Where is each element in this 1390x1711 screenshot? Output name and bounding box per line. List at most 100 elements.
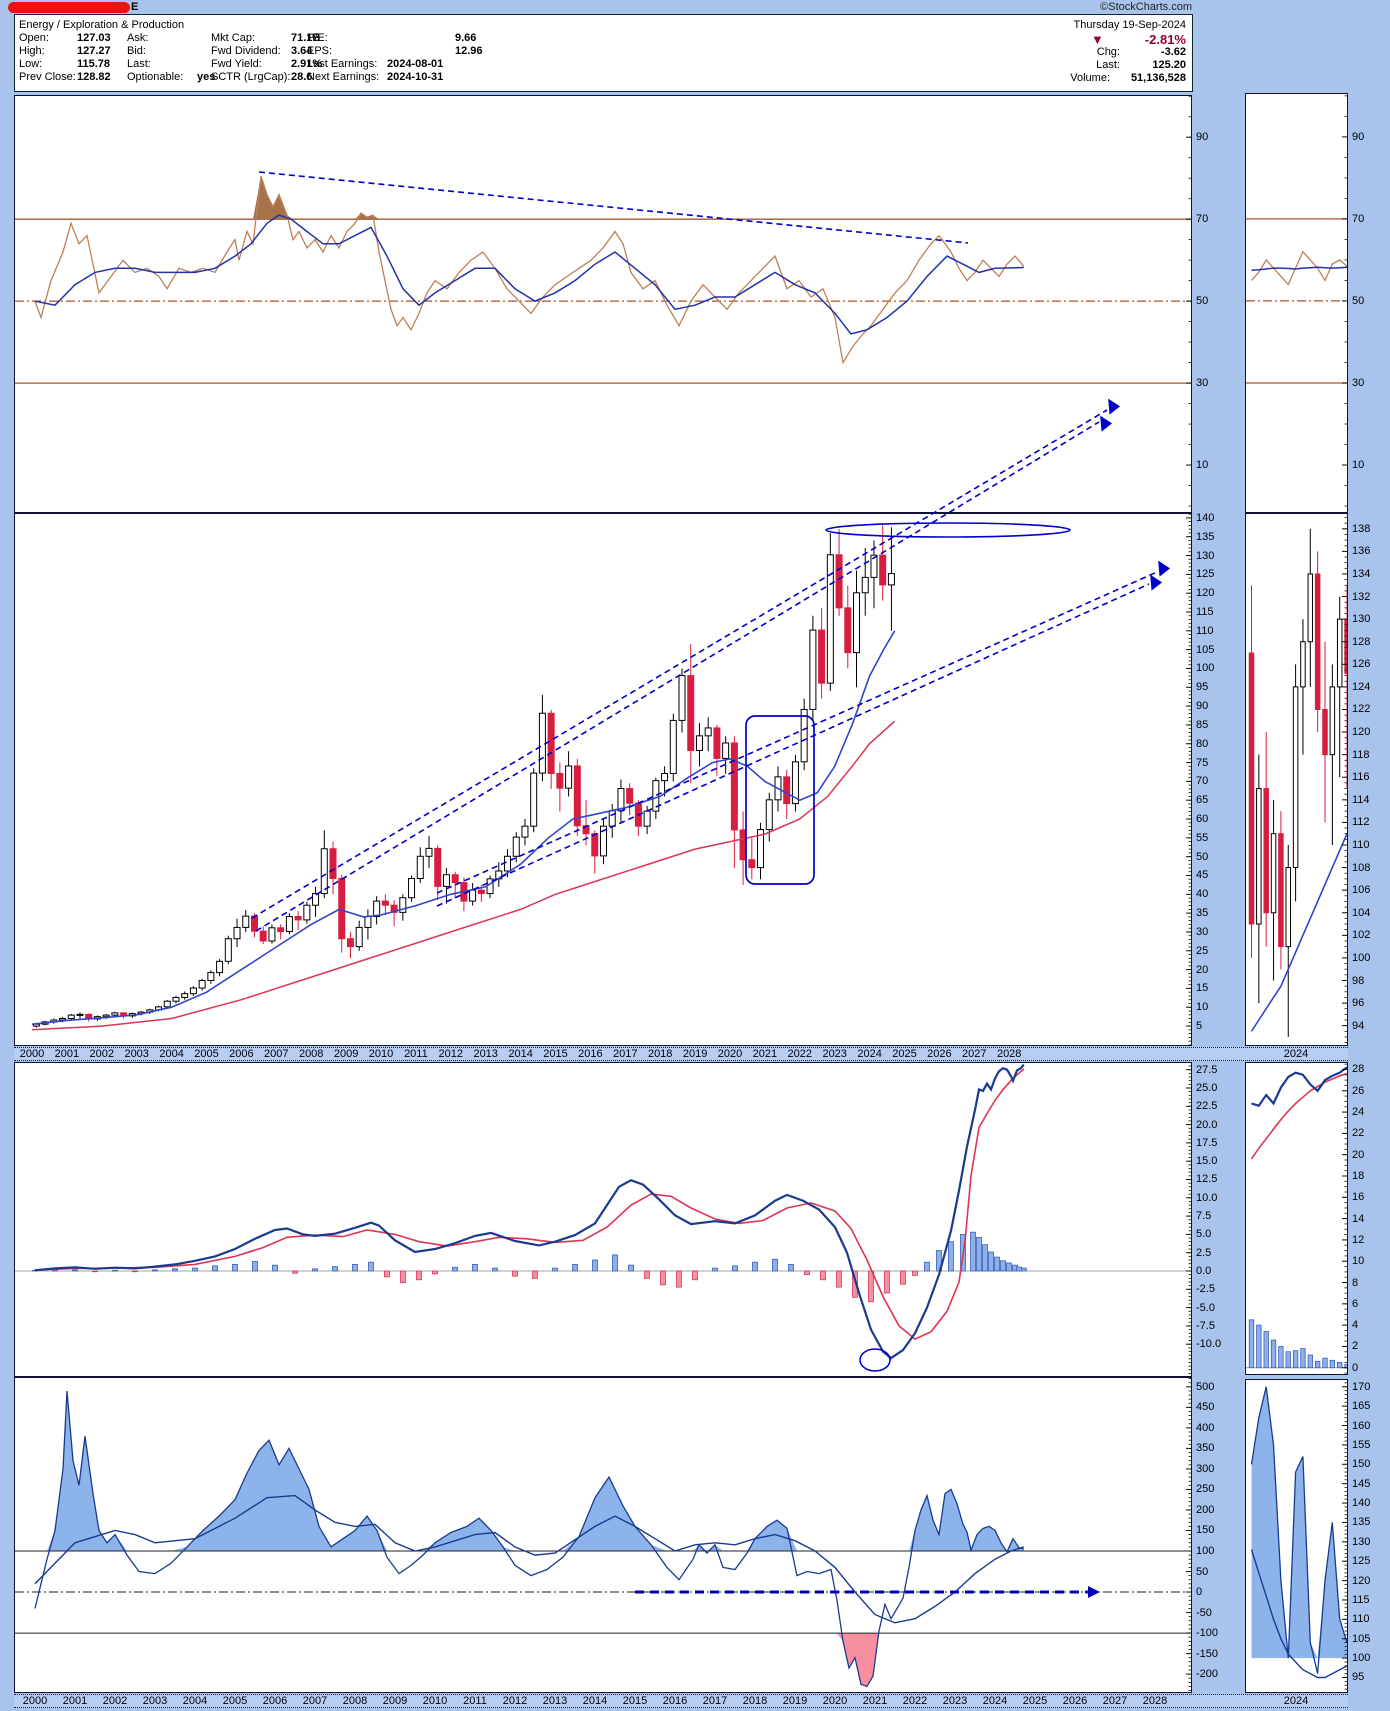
last-value: 125.20	[1152, 59, 1186, 71]
y-axis-tick-label: 70	[1196, 213, 1209, 225]
y-axis-tick-label: 0	[1352, 1362, 1359, 1374]
y-axis-tick-label: 155	[1352, 1439, 1371, 1451]
year-label: 2012	[438, 1048, 464, 1060]
y-axis-tick-label: 165	[1352, 1400, 1371, 1412]
field-label: Next Earnings:	[307, 71, 380, 83]
y-axis-tick-label: 135	[1196, 531, 1215, 543]
y-axis-tick-label: 350	[1196, 1442, 1215, 1454]
y-axis-tick-label: 110	[1352, 1613, 1370, 1625]
y-axis-tick-label: 118	[1352, 749, 1370, 761]
y-axis-tick-label: 30	[1196, 926, 1209, 938]
y-axis-tick-label: 140	[1352, 1497, 1371, 1509]
year-label: 2004	[182, 1695, 208, 1707]
y-axis-tick-label: 105	[1196, 644, 1215, 656]
y-axis-tick-label: 30	[1352, 377, 1365, 389]
year-label: 2024	[857, 1048, 882, 1060]
y-axis-tick-label: 132	[1352, 591, 1371, 603]
y-axis-tick-label: 5	[1196, 1020, 1203, 1032]
year-label: 2012	[502, 1695, 528, 1707]
quote-header: Energy / Exploration & Production Thursd…	[14, 14, 1193, 92]
y-axis-tick-label: 95	[1352, 1671, 1365, 1683]
y-axis-tick-label: 20.0	[1196, 1119, 1218, 1131]
year-label: 2005	[222, 1695, 248, 1707]
y-axis-tick-label: -200	[1196, 1668, 1219, 1680]
y-axis-tick-label: 90	[1196, 131, 1209, 143]
y-axis-tick-label: 114	[1352, 794, 1370, 806]
y-axis-tick-label: 7.5	[1196, 1210, 1212, 1222]
field-value: 127.03	[77, 32, 111, 44]
year-label: 2026	[1062, 1695, 1088, 1707]
year-label: 2019	[682, 1048, 708, 1060]
y-axis-tick-label: 75	[1196, 757, 1209, 769]
year-label: 2011	[404, 1048, 428, 1060]
y-axis-tick-label: 115	[1196, 606, 1214, 618]
year-label: 2023	[822, 1048, 847, 1060]
year-label: 2013	[473, 1048, 498, 1060]
y-axis-tick-label: 45	[1196, 869, 1209, 881]
y-axis-tick-label: 135	[1352, 1516, 1371, 1528]
y-axis-tick-label: 108	[1352, 862, 1371, 874]
y-axis-tick-label: 500	[1196, 1381, 1215, 1393]
year-label: 2027	[1102, 1695, 1128, 1707]
date-axis: 2000 2001 2002 2003 2004 2005 2006 2007 2008 2009…	[14, 1694, 1348, 1708]
y-axis-tick-label: -100	[1196, 1627, 1219, 1639]
year-label: 2008	[342, 1695, 368, 1707]
year-label: 2023	[942, 1695, 968, 1707]
down-triangle-icon: ▼	[1091, 32, 1104, 47]
year-label: 2018	[647, 1048, 673, 1060]
y-axis-tick-label: 17.5	[1196, 1137, 1218, 1149]
y-axis-tick-label: 12	[1352, 1234, 1365, 1246]
y-axis-tick-label: 6	[1352, 1298, 1359, 1310]
year-label: 2007	[264, 1048, 289, 1060]
field-label: Open:	[19, 32, 49, 44]
year-label: 2006	[262, 1695, 288, 1707]
field-label: High:	[19, 45, 45, 57]
y-axis-tick-label: 100	[1196, 662, 1215, 674]
field-value: yes	[197, 71, 216, 83]
field-value: 71.1B	[291, 32, 321, 44]
year-label: 2001	[62, 1695, 88, 1707]
panel-mini_osc	[1245, 1379, 1348, 1693]
y-axis-tick-label: 116	[1352, 771, 1370, 783]
y-axis-tick-label: 125	[1196, 568, 1215, 580]
y-axis-tick-label: 170	[1352, 1381, 1371, 1393]
field-label: Last:	[127, 58, 151, 70]
y-axis-tick-label: 100	[1352, 1652, 1371, 1664]
field-label: Mkt Cap:	[211, 32, 256, 44]
year-label: 2020	[822, 1695, 848, 1707]
y-axis-tick-label: -150	[1196, 1648, 1219, 1660]
volume-value: 51,136,528	[1130, 72, 1186, 84]
year-label: 2016	[578, 1048, 603, 1060]
year-label: 2025	[892, 1048, 917, 1060]
y-axis-tick-label: 50	[1352, 295, 1365, 307]
y-axis-tick-label: 450	[1196, 1401, 1215, 1413]
y-axis-tick-label: 50	[1196, 851, 1209, 863]
year-label: 2017	[613, 1048, 638, 1060]
y-axis-tick-label: -7.5	[1196, 1320, 1215, 1332]
year-label: 2021	[752, 1048, 778, 1060]
y-axis-tick-label: 25.0	[1196, 1082, 1218, 1094]
y-axis-tick-label: 80	[1196, 738, 1209, 750]
y-axis-tick-label: 160	[1352, 1420, 1371, 1432]
y-axis-tick-label: 250	[1196, 1483, 1215, 1495]
y-axis-tick-label: 150	[1196, 1524, 1215, 1536]
y-axis-tick-label: 106	[1352, 884, 1371, 896]
sector-label: Energy / Exploration & Production	[19, 19, 185, 31]
field-label: Ask:	[127, 32, 149, 44]
y-axis-tick-label: 96	[1352, 997, 1365, 1009]
field-label: Fwd Yield:	[211, 58, 262, 70]
y-axis-tick-label: 4	[1352, 1319, 1359, 1331]
y-axis-tick-label: 90	[1352, 131, 1365, 143]
y-axis-tick-label: 40	[1196, 888, 1209, 900]
y-axis-tick-label: 50	[1196, 1566, 1209, 1578]
y-axis-tick-label: 134	[1352, 568, 1371, 580]
y-axis-tick-label: 10	[1352, 459, 1365, 471]
y-axis-tick-label: 10	[1196, 1001, 1209, 1013]
y-axis-tick-label: 150	[1352, 1458, 1371, 1470]
mini-year-label: 2024	[1283, 1048, 1309, 1060]
field-value: 2024-08-01	[387, 58, 444, 70]
y-axis-tick-label: 300	[1196, 1463, 1215, 1475]
y-axis-tick-label: 94	[1352, 1020, 1365, 1032]
field-value: 2.91%	[291, 58, 323, 70]
